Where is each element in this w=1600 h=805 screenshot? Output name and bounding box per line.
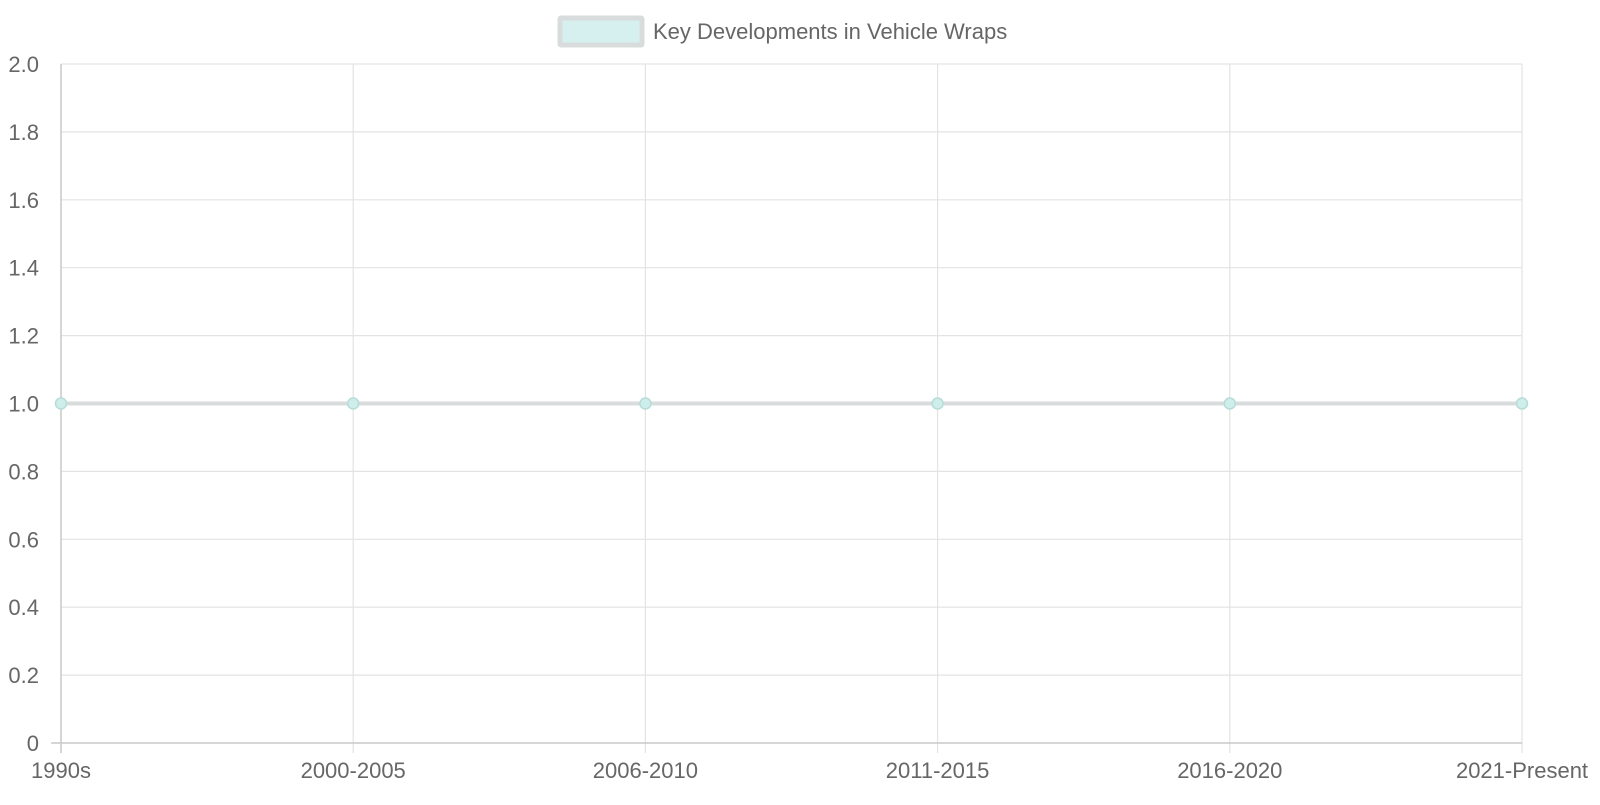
- x-tick-label: 2000-2005: [301, 758, 406, 783]
- grid-lines: [61, 63, 1523, 753]
- y-tick-label: 0.8: [8, 459, 39, 484]
- y-tick-label: 1.6: [8, 188, 39, 213]
- y-tick-label: 0.2: [8, 663, 39, 688]
- y-tick-label: 1.2: [8, 324, 39, 349]
- data-points: [54, 397, 1529, 410]
- y-tick-label: 0: [27, 731, 39, 756]
- y-tick-label: 0.4: [8, 595, 39, 620]
- y-tick-label: 1.4: [8, 256, 39, 281]
- y-tick-label: 2.0: [8, 52, 39, 77]
- y-tick-label: 0.6: [8, 527, 39, 552]
- legend-swatch[interactable]: [557, 15, 645, 48]
- legend-label[interactable]: Key Developments in Vehicle Wraps: [653, 19, 1007, 44]
- chart-legend[interactable]: Key Developments in Vehicle Wraps: [557, 15, 1007, 48]
- y-tick-label: 1.0: [8, 392, 39, 417]
- data-point: [639, 397, 652, 410]
- x-axis-tick-labels: 1990s 2000-2005 2006-2010 2011-2015 2016-202…: [31, 758, 1588, 783]
- x-tick-label: 2021-Present: [1456, 758, 1588, 783]
- data-point: [54, 397, 68, 410]
- y-axis-tick-labels: 0 0.2 0.4 0.6 0.8 1.0 1.2 1.4 1.6 1.8 2.0: [8, 52, 39, 756]
- data-point: [1223, 397, 1237, 410]
- axes: [51, 64, 1522, 753]
- y-tick-label: 1.8: [8, 120, 39, 145]
- x-tick-label: 2011-2015: [886, 758, 990, 783]
- x-tick-label: 2016-2020: [1177, 758, 1282, 783]
- x-tick-label: 2006-2010: [593, 758, 698, 783]
- data-point: [1515, 397, 1529, 410]
- x-tick-label: 1990s: [31, 758, 91, 783]
- data-point: [931, 397, 944, 410]
- data-point: [346, 397, 360, 410]
